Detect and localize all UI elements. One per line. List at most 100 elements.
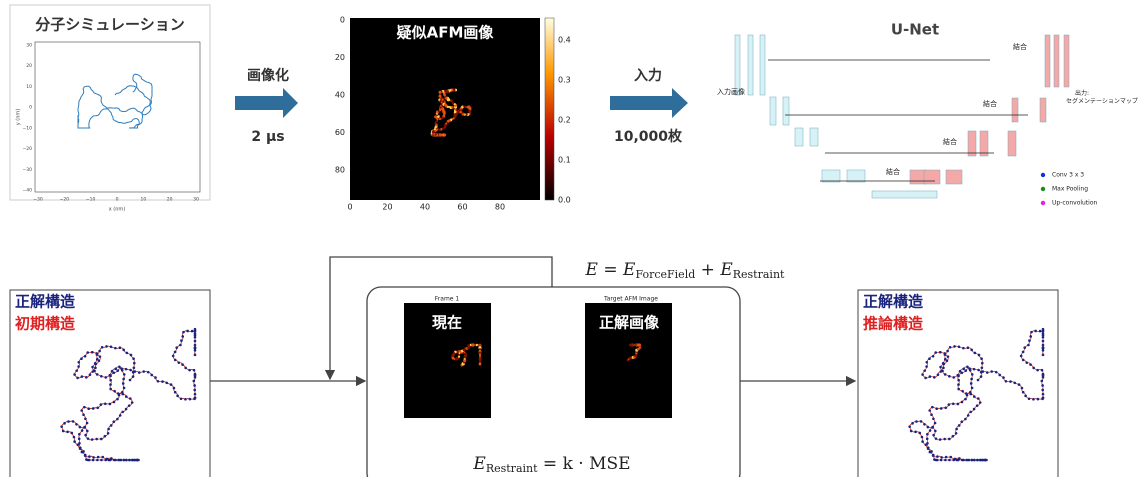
concat-label: 結合 bbox=[886, 167, 900, 176]
bead bbox=[63, 422, 66, 425]
bead bbox=[1028, 397, 1031, 400]
bead bbox=[73, 436, 76, 439]
bead bbox=[973, 408, 976, 411]
bead bbox=[193, 389, 196, 392]
bead bbox=[957, 383, 960, 386]
bead bbox=[1042, 346, 1045, 349]
feature-map bbox=[1012, 98, 1018, 122]
bead bbox=[981, 362, 984, 365]
bead bbox=[942, 367, 945, 370]
bead bbox=[82, 450, 85, 453]
colorbar-tick-label: 0.3 bbox=[558, 76, 571, 85]
bead bbox=[1042, 336, 1045, 339]
bead bbox=[101, 456, 104, 459]
bead bbox=[1032, 398, 1035, 401]
bead bbox=[189, 398, 192, 401]
bead bbox=[973, 395, 976, 398]
bead bbox=[87, 407, 90, 410]
feature-map bbox=[1064, 35, 1069, 87]
bead bbox=[79, 447, 82, 450]
bead bbox=[960, 420, 963, 423]
diagram: 分子シミュレーション x (nm) y (nm) 画像化 2 µs 疑似AFM画… bbox=[0, 0, 1138, 477]
y-tick-label: 60 bbox=[335, 128, 345, 137]
feature-map bbox=[822, 170, 840, 182]
bead bbox=[91, 438, 94, 441]
legend-label: Up-convolution bbox=[1052, 200, 1098, 207]
bead bbox=[136, 459, 139, 462]
y-tick-label: 80 bbox=[335, 166, 345, 175]
subscript: Restraint bbox=[733, 268, 785, 281]
bead bbox=[125, 395, 128, 398]
bead bbox=[114, 368, 117, 371]
bead bbox=[98, 359, 101, 362]
bead bbox=[1034, 330, 1037, 333]
bead bbox=[77, 365, 80, 368]
bead bbox=[194, 373, 197, 376]
bead bbox=[945, 456, 948, 459]
bead bbox=[984, 459, 987, 462]
bead bbox=[958, 457, 961, 460]
bead bbox=[970, 378, 973, 381]
x-tick-label: 80 bbox=[495, 203, 505, 212]
bead bbox=[946, 350, 949, 353]
bead bbox=[967, 346, 970, 349]
bead bbox=[1032, 367, 1035, 370]
bead bbox=[123, 459, 126, 462]
x-tick-label: 0 bbox=[347, 203, 352, 212]
bead bbox=[109, 375, 112, 378]
bead bbox=[920, 420, 923, 423]
bead bbox=[194, 393, 197, 396]
bead bbox=[964, 418, 967, 421]
bead bbox=[1029, 335, 1032, 338]
bead bbox=[929, 375, 932, 378]
y-tick-label: 0 bbox=[340, 16, 345, 25]
bead bbox=[182, 331, 185, 334]
bead bbox=[173, 387, 176, 390]
bead bbox=[84, 454, 87, 457]
bead bbox=[70, 432, 73, 435]
bead bbox=[66, 431, 69, 434]
bead bbox=[1041, 389, 1044, 392]
bead bbox=[948, 375, 951, 378]
bead bbox=[79, 426, 82, 429]
bead bbox=[928, 409, 931, 412]
bead bbox=[95, 438, 98, 441]
bead bbox=[131, 459, 134, 462]
unet-diagram: 結合結合結合結合Conv 3 x 3Max PoolingUp-convolut… bbox=[735, 35, 1098, 207]
bead bbox=[980, 375, 983, 378]
bead bbox=[95, 363, 98, 366]
bead bbox=[119, 459, 122, 462]
afm-pixel bbox=[458, 356, 460, 358]
output-label: 出力:セグメンテーションマップ bbox=[1066, 89, 1138, 105]
bead bbox=[114, 459, 117, 462]
bead bbox=[911, 422, 914, 425]
bead bbox=[966, 366, 969, 369]
bead bbox=[1029, 363, 1032, 366]
bead bbox=[948, 403, 951, 406]
x-tick-label: 20 bbox=[382, 203, 392, 212]
bead bbox=[932, 454, 935, 457]
feature-map bbox=[924, 170, 940, 184]
bead bbox=[1039, 330, 1042, 333]
bead bbox=[132, 357, 135, 360]
bead bbox=[955, 432, 958, 435]
bead bbox=[84, 355, 87, 358]
bead bbox=[978, 354, 981, 357]
bead bbox=[194, 344, 197, 347]
bead bbox=[99, 355, 102, 358]
concat-label: 結合 bbox=[1013, 42, 1027, 51]
bead bbox=[967, 414, 970, 417]
bead bbox=[948, 459, 951, 462]
bead bbox=[921, 373, 924, 376]
feature-map bbox=[872, 191, 937, 198]
bead bbox=[1042, 330, 1045, 333]
bead bbox=[979, 459, 982, 462]
bead bbox=[123, 373, 126, 376]
bead bbox=[116, 369, 119, 372]
bead bbox=[174, 359, 177, 362]
bead bbox=[969, 393, 972, 396]
feature-map bbox=[770, 97, 776, 125]
bead bbox=[78, 437, 81, 440]
bead bbox=[969, 411, 972, 414]
bead bbox=[932, 434, 935, 437]
